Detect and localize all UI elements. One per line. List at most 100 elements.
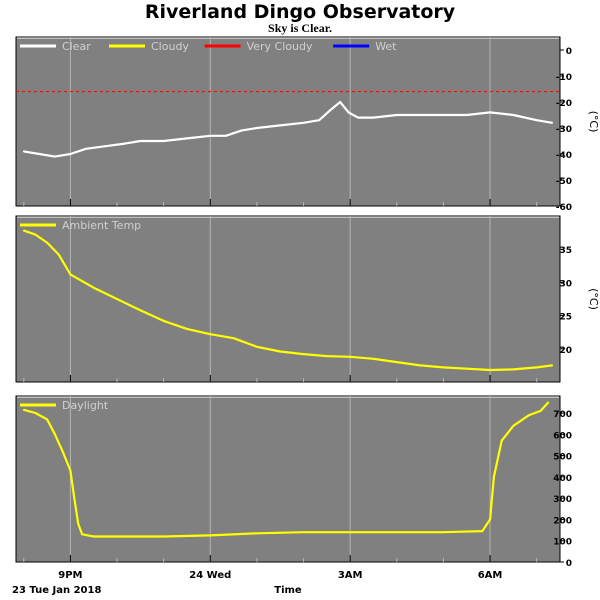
data-point xyxy=(535,366,538,369)
data-point xyxy=(123,142,126,145)
data-point xyxy=(256,345,258,348)
data-point xyxy=(372,357,375,360)
data-point xyxy=(347,111,350,114)
legend-label: Wet xyxy=(375,40,397,53)
data-point xyxy=(395,114,398,116)
data-point xyxy=(116,535,118,538)
data-point xyxy=(551,364,554,367)
data-point xyxy=(69,469,72,472)
data-point xyxy=(22,150,25,153)
data-point xyxy=(489,518,491,521)
x-axis-label: Time xyxy=(274,585,302,596)
x-axis-date-label: 23 Tue Jan 2018 xyxy=(12,585,101,596)
x-tick-label: 9PM xyxy=(58,570,82,581)
y-tick-label: 700 xyxy=(553,410,572,420)
legend-label: Cloudy xyxy=(151,40,189,53)
data-point xyxy=(22,229,25,232)
data-point xyxy=(465,367,468,370)
y-tick-label: 200 xyxy=(553,516,572,526)
data-point xyxy=(38,153,41,155)
y-tick-label: 25 xyxy=(559,313,572,323)
y-axis-label: (°C) xyxy=(587,111,600,133)
data-point xyxy=(69,153,72,155)
data-point xyxy=(547,401,550,404)
data-point xyxy=(419,364,421,367)
data-point xyxy=(22,408,25,411)
panel-3 xyxy=(15,395,564,563)
data-point xyxy=(69,273,72,276)
data-point xyxy=(240,129,243,132)
y-tick-label: 300 xyxy=(553,495,572,505)
data-point xyxy=(329,108,332,111)
data-point xyxy=(442,531,445,534)
y-tick-label: 20 xyxy=(559,346,572,356)
y-tick-label: 35 xyxy=(559,246,572,256)
y-tick-label: 30 xyxy=(559,279,572,289)
data-point xyxy=(512,424,515,427)
data-point xyxy=(357,116,359,119)
data-point xyxy=(162,535,165,538)
y-axis-label: (°C) xyxy=(587,288,600,310)
legend-label: Ambient Temp xyxy=(62,219,141,232)
data-point xyxy=(256,127,258,129)
series-line-daylight xyxy=(23,401,550,538)
y-tick-label: -10 xyxy=(556,73,572,83)
data-point xyxy=(528,414,530,417)
data-point xyxy=(34,412,37,414)
data-point xyxy=(302,531,305,534)
data-point xyxy=(46,241,48,244)
data-point xyxy=(57,253,60,256)
data-point xyxy=(77,522,80,525)
data-point xyxy=(224,134,227,137)
data-point xyxy=(209,333,212,336)
data-point xyxy=(92,286,95,289)
data-point xyxy=(372,116,375,119)
data-point xyxy=(186,328,188,330)
data-point xyxy=(279,124,282,127)
data-point xyxy=(535,119,538,122)
data-point xyxy=(162,320,165,322)
x-tick-label: 3AM xyxy=(338,570,363,581)
y-tick-label: 0 xyxy=(566,47,572,57)
data-point xyxy=(539,410,542,412)
data-point xyxy=(512,368,515,371)
data-point xyxy=(186,137,188,140)
legend-label: Daylight xyxy=(62,399,109,412)
y-tick-label: 0 xyxy=(566,559,572,569)
data-point xyxy=(232,337,235,340)
data-point xyxy=(481,530,484,532)
panel-background xyxy=(15,215,561,383)
data-point xyxy=(256,532,258,535)
data-point xyxy=(339,101,341,103)
data-point xyxy=(326,355,328,357)
series-line-ambient-temp xyxy=(23,229,553,372)
data-point xyxy=(209,134,212,137)
data-point xyxy=(512,114,515,116)
y-tick-label: -50 xyxy=(556,177,572,187)
legend-label: Very Cloudy xyxy=(247,40,313,53)
series-line-clear xyxy=(23,100,553,158)
chart-title: Riverland Dingo Observatory xyxy=(144,1,456,23)
y-tick-label: -60 xyxy=(556,203,572,213)
data-point xyxy=(551,121,554,124)
data-point xyxy=(116,298,118,300)
y-tick-label: -20 xyxy=(556,99,572,109)
data-point xyxy=(419,114,421,116)
data-point xyxy=(34,233,37,236)
data-point xyxy=(73,497,76,500)
y-tick-label: -40 xyxy=(556,151,572,161)
data-point xyxy=(395,361,398,363)
data-point xyxy=(46,418,48,421)
data-point xyxy=(442,114,445,116)
panel-background xyxy=(15,395,561,563)
data-point xyxy=(92,535,95,538)
x-tick-label: 6AM xyxy=(478,570,503,581)
panel-background xyxy=(15,36,561,207)
data-point xyxy=(104,145,107,148)
y-tick-label: 600 xyxy=(553,431,572,441)
y-tick-label: -30 xyxy=(556,125,572,135)
legend-label: Clear xyxy=(62,40,91,53)
data-point xyxy=(139,309,142,312)
x-tick-label: 24 Wed xyxy=(189,570,231,581)
